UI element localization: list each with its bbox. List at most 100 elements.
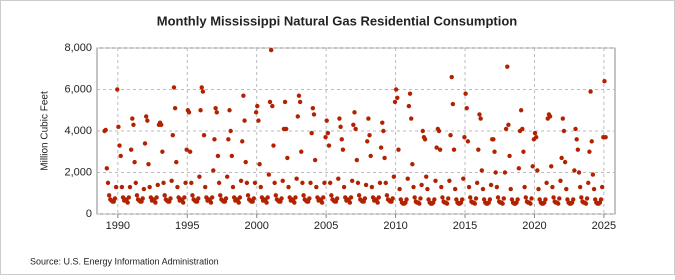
point	[557, 196, 562, 201]
point	[356, 193, 362, 198]
point	[391, 174, 397, 179]
point	[559, 155, 564, 161]
point	[140, 196, 145, 201]
point	[573, 126, 578, 132]
point	[586, 180, 591, 186]
point	[171, 85, 177, 90]
point	[532, 130, 538, 136]
point	[381, 128, 386, 134]
point	[533, 135, 539, 140]
point	[468, 195, 473, 200]
point	[141, 186, 147, 192]
point	[418, 196, 423, 201]
point	[216, 180, 222, 186]
point	[284, 126, 289, 132]
point	[154, 195, 159, 200]
point	[432, 197, 437, 202]
point	[382, 155, 387, 161]
point	[214, 110, 219, 115]
point	[377, 180, 383, 186]
point	[104, 166, 110, 171]
y-tick-label: 0	[86, 208, 92, 220]
x-tick-label: 1995	[175, 220, 199, 232]
point	[535, 168, 540, 173]
point	[334, 196, 340, 201]
point	[448, 132, 453, 138]
x-tick-label: 2010	[383, 220, 407, 232]
point	[310, 105, 316, 111]
point	[599, 184, 605, 190]
point	[550, 184, 555, 190]
point	[502, 170, 508, 175]
point	[117, 143, 122, 148]
point	[238, 178, 244, 183]
point	[314, 184, 319, 190]
point	[241, 93, 246, 98]
point	[491, 137, 496, 142]
point	[258, 184, 263, 190]
point	[211, 168, 216, 173]
point	[126, 195, 132, 200]
point	[209, 195, 215, 200]
point	[440, 195, 445, 200]
point	[543, 197, 548, 202]
point	[480, 186, 486, 192]
point	[603, 135, 608, 140]
point	[172, 105, 178, 111]
point	[300, 180, 305, 186]
point	[160, 149, 165, 154]
point	[329, 193, 334, 198]
point	[264, 200, 269, 205]
point	[322, 180, 327, 186]
point	[282, 99, 288, 105]
point	[103, 127, 108, 133]
source-note: Source: U.S. Energy Information Administ…	[30, 256, 219, 266]
point	[368, 153, 373, 159]
point	[397, 186, 402, 192]
point	[201, 132, 207, 138]
point	[112, 196, 118, 201]
point	[451, 147, 457, 152]
point	[500, 201, 505, 206]
point	[476, 147, 481, 152]
point	[128, 147, 134, 152]
x-tick-label: 2020	[522, 220, 546, 232]
point	[223, 196, 229, 201]
point	[390, 196, 395, 201]
point	[436, 128, 442, 134]
point	[279, 196, 284, 201]
point	[544, 180, 549, 186]
point	[449, 74, 454, 80]
point	[324, 118, 329, 123]
point	[190, 193, 195, 198]
point	[348, 195, 354, 200]
point	[571, 197, 576, 202]
point	[404, 197, 409, 202]
point	[168, 196, 173, 201]
point	[265, 195, 270, 200]
point	[583, 201, 589, 206]
point	[487, 197, 493, 202]
point	[529, 196, 534, 201]
point	[495, 195, 501, 200]
y-tick-label: 2,000	[64, 166, 92, 178]
point	[174, 159, 179, 165]
point	[143, 114, 149, 119]
point	[266, 172, 272, 177]
point	[493, 170, 498, 175]
point	[473, 196, 479, 201]
point	[327, 180, 333, 186]
point	[461, 176, 466, 181]
point	[253, 110, 259, 115]
x-tick-label: 1990	[106, 220, 130, 232]
point	[212, 137, 217, 142]
point	[365, 139, 370, 144]
point	[182, 195, 187, 200]
point	[579, 195, 584, 200]
point	[308, 180, 313, 186]
point	[339, 137, 344, 142]
point	[338, 124, 343, 130]
point	[285, 155, 290, 161]
point	[118, 153, 123, 159]
